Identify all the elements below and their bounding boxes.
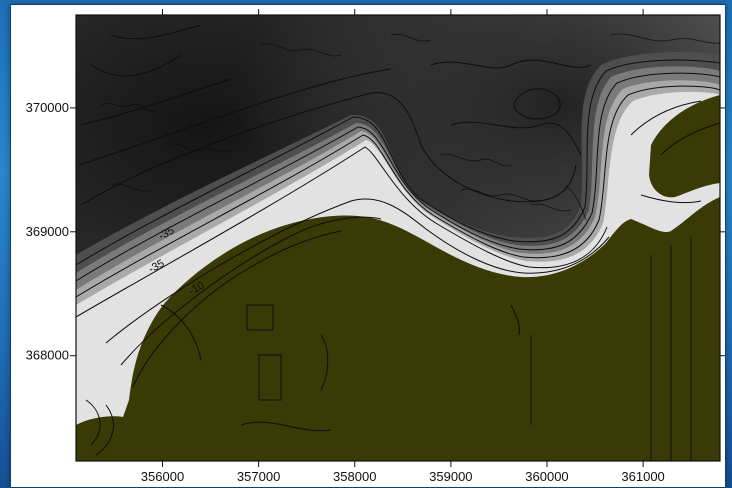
y-tick-label: 368000 bbox=[26, 348, 69, 363]
land-mass-east bbox=[649, 95, 720, 198]
land-mass bbox=[76, 197, 720, 461]
map-figure-frame: -35 -35 -10 356000 357000 358000 359000 3600… bbox=[10, 4, 726, 488]
x-tick-label: 357000 bbox=[237, 469, 280, 484]
deep-contour-texture bbox=[100, 33, 720, 221]
plot-border bbox=[75, 14, 721, 462]
bathymetry-contour-map: -35 -35 -10 356000 357000 358000 359000 3600… bbox=[26, 9, 725, 484]
y-axis: 370000 369000 368000 bbox=[26, 100, 725, 363]
y-tick-label: 369000 bbox=[26, 224, 69, 239]
plot-area: -35 -35 -10 bbox=[76, 15, 720, 461]
x-tick-label: 358000 bbox=[333, 469, 376, 484]
x-tick-label: 359000 bbox=[429, 469, 472, 484]
x-tick-label: 360000 bbox=[525, 469, 568, 484]
y-tick-label: 370000 bbox=[26, 100, 69, 115]
x-tick-label: 356000 bbox=[141, 469, 184, 484]
contour-lines bbox=[76, 24, 720, 461]
x-tick-label: 361000 bbox=[621, 469, 664, 484]
x-axis: 356000 357000 358000 359000 360000 361000 bbox=[141, 9, 665, 484]
